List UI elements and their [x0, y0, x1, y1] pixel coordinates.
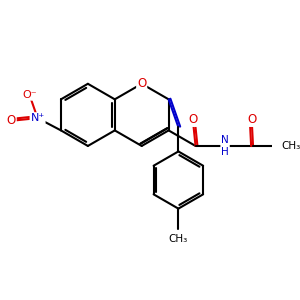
Text: CH₃: CH₃ — [169, 234, 188, 244]
Text: O: O — [247, 113, 256, 126]
Text: O: O — [7, 114, 16, 127]
Text: O⁻: O⁻ — [22, 90, 37, 100]
Text: CH₃: CH₃ — [281, 141, 300, 151]
Text: O: O — [188, 113, 197, 126]
Text: N⁺: N⁺ — [31, 113, 45, 123]
Text: N
H: N H — [221, 135, 229, 157]
Text: O: O — [137, 77, 146, 90]
